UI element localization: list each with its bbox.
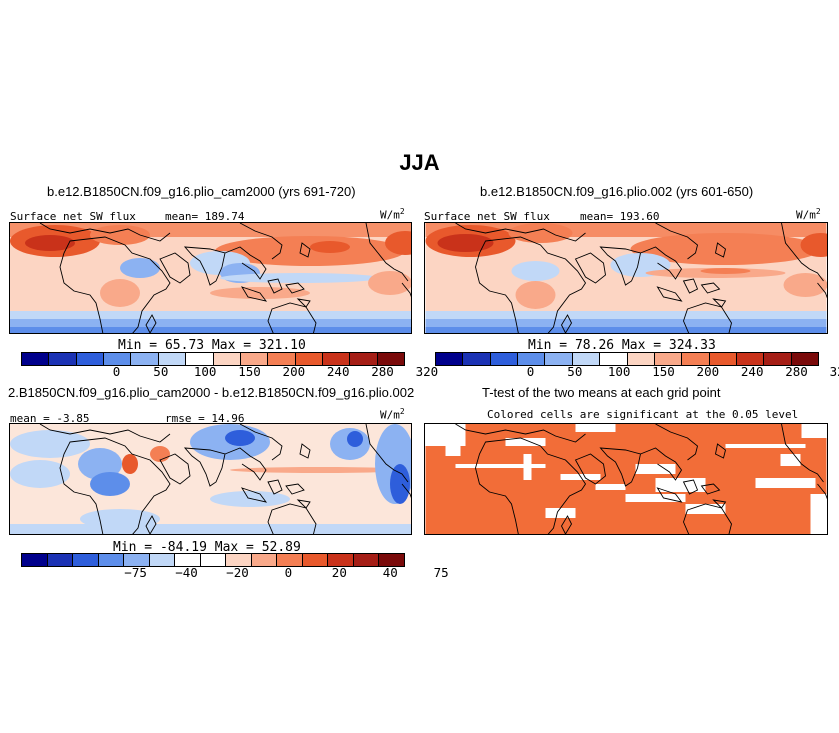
colorbar-cell: [791, 353, 819, 365]
colorbar-cell: [295, 353, 323, 365]
colorbar-cell: [131, 353, 159, 365]
colorbar-tick-label: 50: [153, 364, 169, 379]
colorbar-cell: [709, 353, 737, 365]
panel1-map: [9, 222, 412, 334]
panel1-colorbar: [21, 352, 405, 366]
panel4-map: [424, 423, 828, 535]
colorbar-tick-label: 40: [382, 565, 398, 580]
panel2-minmax: Min = 78.26 Max = 324.33: [528, 338, 716, 353]
colorbar-cell: [328, 554, 354, 566]
colorbar-cell: [353, 554, 380, 566]
colorbar-cell: [149, 554, 176, 566]
colorbar-tick-label: 0: [284, 565, 293, 580]
colorbar-cell: [251, 554, 278, 566]
colorbar-cell: [22, 353, 50, 365]
colorbar-cell: [600, 353, 628, 365]
colorbar-cell: [104, 353, 132, 365]
colorbar-cell: [379, 554, 404, 566]
colorbar-cell: [302, 554, 329, 566]
colorbar-cell: [76, 353, 105, 365]
panel1-mean: mean= 189.74: [165, 210, 245, 223]
panel3-minmax: Min = -84.19 Max = 52.89: [113, 540, 301, 555]
panel3-map: [9, 423, 412, 535]
colorbar-cell: [73, 554, 99, 566]
colorbar-tick-label: 320: [829, 364, 839, 379]
colorbar-cell: [654, 353, 683, 365]
colorbar-cell: [545, 353, 573, 365]
panel2-mean: mean= 193.60: [580, 210, 660, 223]
colorbar-tick-label: 0: [526, 364, 535, 379]
colorbar-tick-label: 280: [785, 364, 808, 379]
colorbar-tick-label: 240: [740, 364, 764, 379]
panel3-rmse: rmse = 14.96: [165, 412, 245, 425]
panel1-minmax: Min = 65.73 Max = 321.10: [118, 338, 306, 353]
colorbar-tick-label: 50: [567, 364, 583, 379]
colorbar-cell: [268, 353, 296, 365]
colorbar-tick-label: 0: [112, 364, 121, 379]
colorbar-cell: [49, 353, 77, 365]
colorbar-cell: [22, 554, 48, 566]
colorbar-cell: [226, 554, 252, 566]
colorbar-cell: [175, 554, 201, 566]
colorbar-tick-label: 150: [652, 364, 675, 379]
colorbar-tick-label: −40: [175, 565, 198, 580]
colorbar-tick-label: 240: [326, 364, 350, 379]
colorbar-cell: [682, 353, 710, 365]
panel1-title: b.e12.B1850CN.f09_g16.plio_cam2000 (yrs …: [47, 184, 356, 199]
panel3-colorbar-ticks: −75 −40 −20 0 20 40 75: [21, 565, 448, 581]
colorbar-tick-label: 200: [696, 364, 720, 379]
panel2-colorbar: [435, 352, 819, 366]
panel1-colorbar-ticks: 0 50 100 150 200 240 280 320: [21, 364, 438, 380]
colorbar-tick-label: 100: [193, 364, 217, 379]
colorbar-tick-label: 100: [607, 364, 631, 379]
colorbar-cell: [350, 353, 378, 365]
colorbar-cell: [436, 353, 464, 365]
colorbar-cell: [213, 353, 241, 365]
colorbar-cell: [186, 353, 214, 365]
colorbar-cell: [764, 353, 792, 365]
colorbar-cell: [572, 353, 601, 365]
colorbar-cell: [463, 353, 491, 365]
colorbar-cell: [377, 353, 405, 365]
panel2-title: b.e12.B1850CN.f09_g16.plio.002 (yrs 601-…: [480, 184, 754, 199]
panel3-colorbar: [21, 553, 405, 567]
panel4-title: T-test of the two means at each grid poi…: [482, 385, 721, 400]
colorbar-cell: [47, 554, 74, 566]
panel2-colorbar-ticks: 0 50 100 150 200 240 280 320: [435, 364, 839, 380]
colorbar-cell: [322, 353, 351, 365]
main-title: JJA: [399, 150, 440, 175]
colorbar-tick-label: 320: [415, 364, 439, 379]
panel3-mean: mean = -3.85: [10, 412, 90, 425]
panel3-title: 2.B1850CN.f09_g16.plio_cam2000 - b.e12.B…: [8, 385, 415, 400]
colorbar-tick-label: 75: [433, 565, 449, 580]
colorbar-cell: [277, 554, 303, 566]
colorbar-tick-label: −75: [124, 565, 147, 580]
colorbar-cell: [124, 554, 150, 566]
colorbar-tick-label: 280: [371, 364, 394, 379]
colorbar-cell: [736, 353, 765, 365]
panel1-units: W/m2: [380, 207, 405, 222]
colorbar-cell: [240, 353, 269, 365]
colorbar-tick-label: −20: [226, 565, 249, 580]
panel2-map: [424, 222, 828, 334]
colorbar-cell: [200, 554, 227, 566]
colorbar-tick-label: 150: [238, 364, 261, 379]
colorbar-tick-label: 200: [282, 364, 306, 379]
colorbar-tick-label: 20: [331, 565, 347, 580]
panel3-units: W/m2: [380, 407, 405, 422]
panel2-variable: Surface net SW flux: [424, 210, 550, 223]
panel1-variable: Surface net SW flux: [10, 210, 136, 223]
colorbar-cell: [627, 353, 655, 365]
colorbar-cell: [158, 353, 187, 365]
colorbar-cell: [490, 353, 519, 365]
panel4-subtitle: Colored cells are significant at the 0.0…: [487, 408, 799, 421]
panel2-units: W/m2: [796, 207, 821, 222]
colorbar-cell: [98, 554, 125, 566]
colorbar-cell: [518, 353, 546, 365]
